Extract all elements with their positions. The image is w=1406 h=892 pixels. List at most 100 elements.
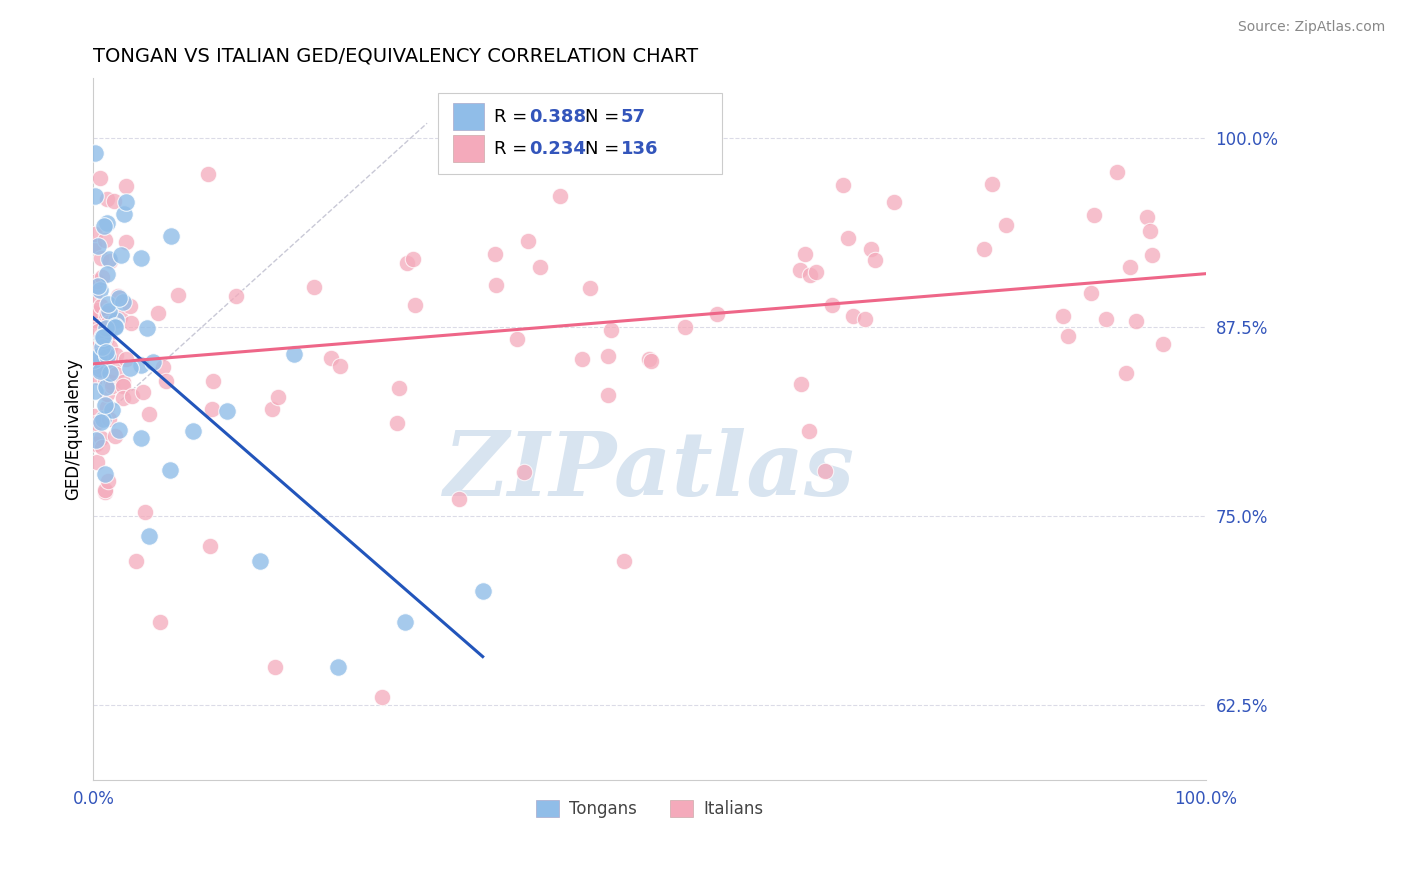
- Point: [94, 233, 117, 247]
- Point: [86, 370, 108, 384]
- Point: [96, 321, 118, 335]
- Point: [112, 391, 135, 405]
- Point: [842, 309, 865, 323]
- Point: [87, 339, 110, 353]
- Point: [125, 554, 148, 568]
- Point: [83, 312, 105, 326]
- Point: [83, 384, 105, 398]
- FancyBboxPatch shape: [453, 136, 484, 162]
- Point: [853, 312, 876, 326]
- Point: [83, 352, 105, 367]
- Point: [302, 279, 325, 293]
- Point: [84, 434, 107, 448]
- Point: [638, 351, 661, 366]
- Point: [84, 227, 107, 242]
- Point: [673, 320, 696, 334]
- Point: [94, 350, 117, 364]
- Point: [129, 251, 152, 265]
- Point: [84, 146, 107, 161]
- Point: [131, 431, 153, 445]
- Point: [96, 306, 118, 320]
- Point: [804, 265, 827, 279]
- Point: [111, 379, 134, 393]
- Point: [1136, 210, 1159, 224]
- FancyBboxPatch shape: [453, 103, 484, 130]
- Legend: Tongans, Italians: Tongans, Italians: [529, 793, 770, 824]
- Point: [837, 231, 859, 245]
- Point: [513, 465, 536, 479]
- Point: [103, 355, 125, 369]
- Point: [98, 254, 121, 268]
- Point: [267, 390, 290, 404]
- Point: [149, 615, 172, 629]
- Point: [97, 296, 120, 310]
- Point: [1107, 165, 1129, 179]
- Point: [159, 463, 181, 477]
- Point: [83, 278, 105, 293]
- Point: [1115, 366, 1137, 380]
- Point: [793, 246, 815, 260]
- Point: [105, 367, 128, 381]
- Point: [105, 312, 128, 326]
- Point: [135, 321, 157, 335]
- Point: [447, 492, 470, 507]
- Text: 0.234: 0.234: [530, 140, 586, 158]
- Point: [107, 291, 129, 305]
- Point: [529, 260, 551, 275]
- Point: [94, 344, 117, 359]
- Point: [93, 329, 115, 343]
- Point: [104, 429, 127, 443]
- Point: [94, 467, 117, 481]
- Point: [600, 323, 623, 337]
- Point: [114, 235, 136, 249]
- Point: [83, 306, 105, 320]
- Point: [146, 306, 169, 320]
- Point: [131, 358, 153, 372]
- Point: [89, 170, 111, 185]
- Point: [111, 375, 134, 389]
- Point: [98, 366, 121, 380]
- Text: R =: R =: [494, 108, 533, 126]
- Text: N =: N =: [585, 140, 626, 158]
- Point: [96, 216, 118, 230]
- Point: [96, 192, 118, 206]
- Point: [86, 303, 108, 318]
- Point: [83, 238, 105, 252]
- Point: [1083, 208, 1105, 222]
- Point: [385, 416, 408, 430]
- Point: [371, 690, 394, 705]
- Point: [93, 485, 115, 500]
- Point: [107, 288, 129, 302]
- Text: TONGAN VS ITALIAN GED/EQUIVALENCY CORRELATION CHART: TONGAN VS ITALIAN GED/EQUIVALENCY CORREL…: [93, 46, 699, 65]
- Point: [114, 179, 136, 194]
- Point: [200, 539, 222, 553]
- Point: [90, 270, 112, 285]
- Point: [142, 355, 165, 369]
- Point: [83, 287, 105, 301]
- Point: [91, 361, 114, 376]
- Point: [283, 347, 305, 361]
- Point: [789, 263, 811, 277]
- Point: [90, 351, 112, 366]
- Point: [329, 359, 352, 374]
- Point: [90, 299, 112, 313]
- Point: [973, 242, 995, 256]
- Point: [797, 424, 820, 438]
- Point: [262, 401, 284, 416]
- Point: [821, 298, 844, 312]
- Point: [138, 407, 160, 421]
- Point: [1152, 337, 1174, 351]
- Point: [225, 289, 247, 303]
- Point: [83, 188, 105, 202]
- Point: [94, 483, 117, 498]
- Point: [138, 529, 160, 543]
- Y-axis label: GED/Equivalency: GED/Equivalency: [65, 358, 82, 500]
- Point: [91, 330, 114, 344]
- Point: [183, 425, 205, 439]
- Text: Source: ZipAtlas.com: Source: ZipAtlas.com: [1237, 20, 1385, 34]
- Point: [96, 331, 118, 345]
- Point: [94, 308, 117, 322]
- Point: [790, 377, 813, 392]
- Point: [91, 411, 114, 425]
- Point: [201, 374, 224, 388]
